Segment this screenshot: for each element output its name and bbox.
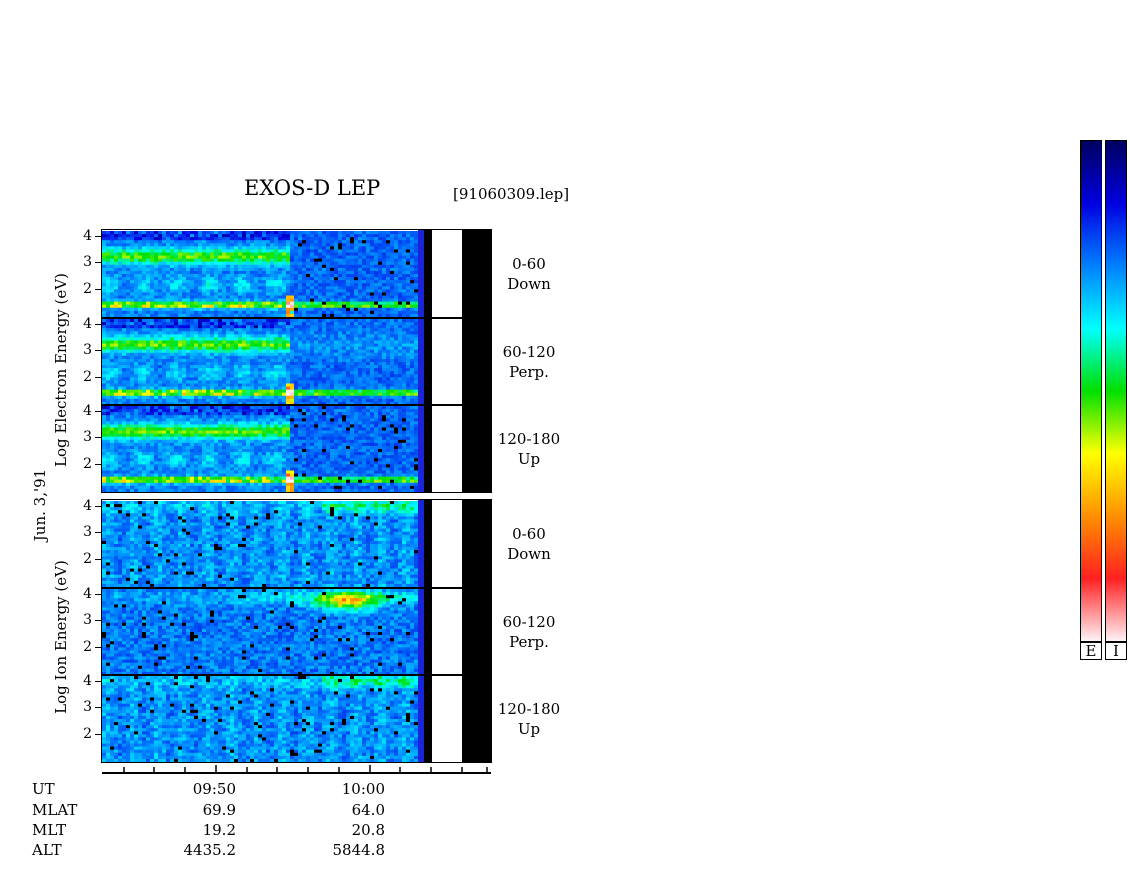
channel-pitch: 120-180 [497, 700, 561, 718]
alt-label: ALT [32, 841, 62, 859]
chart-title: EXOS-D LEP [244, 176, 381, 200]
electron-frame [101, 229, 492, 493]
mlat-value-2: 64.0 [351, 801, 385, 819]
channel-direction: Down [507, 275, 551, 293]
spectrogram-ion-5 [102, 676, 418, 762]
energy-tick-label: 3 [83, 699, 92, 715]
energy-tick-label: 4 [83, 586, 92, 602]
energy-tick-label: 2 [83, 726, 92, 742]
energy-tick-label: 3 [83, 254, 92, 270]
energy-tick-mark [95, 464, 102, 465]
ut-label: UT [32, 780, 55, 798]
spectrogram-ion-3 [102, 501, 418, 587]
channel-pitch: 60-120 [502, 343, 556, 361]
energy-tick-label: 4 [83, 228, 92, 244]
spectrogram-electron-0 [102, 231, 418, 317]
energy-tick-mark [95, 411, 102, 412]
panel-black-band-electron-left [424, 230, 432, 492]
energy-tick-mark [95, 647, 102, 648]
energy-tick-label: 3 [83, 612, 92, 628]
divider-e2 [101, 404, 492, 406]
channel-label-5: 120-180 Up [494, 699, 564, 739]
energy-tick-label: 2 [83, 639, 92, 655]
energy-tick-label: 3 [83, 524, 92, 540]
channel-direction: Down [507, 545, 551, 563]
panel-blue-edge-ion [418, 500, 424, 762]
energy-tick-label: 2 [83, 456, 92, 472]
energy-tick-mark [95, 532, 102, 533]
colorbar-label-e: E [1080, 642, 1102, 660]
electron-axis-label: Log Electron Energy (eV) [52, 273, 70, 467]
channel-direction: Up [517, 720, 541, 738]
ion-axis-label: Log Ion Energy (eV) [52, 560, 70, 714]
colorbar-electron [1080, 140, 1102, 642]
energy-tick-mark [95, 681, 102, 682]
energy-tick-label: 2 [83, 281, 92, 297]
mlt-value-1: 19.2 [202, 821, 236, 839]
channel-pitch: 120-180 [497, 430, 561, 448]
channel-direction: Perp. [509, 633, 549, 651]
energy-tick-mark [95, 262, 102, 263]
energy-tick-mark [95, 289, 102, 290]
energy-tick-label: 3 [83, 342, 92, 358]
energy-tick-mark [95, 236, 102, 237]
date-label: Jun. 3,'91 [31, 468, 49, 542]
mlat-label: MLAT [32, 801, 78, 819]
panel-black-band-ion-left [424, 500, 432, 762]
panel-black-band-ion-right [462, 500, 491, 762]
energy-tick-mark [95, 594, 102, 595]
panel-white-band-ion [432, 500, 462, 762]
energy-tick-label: 3 [83, 429, 92, 445]
ut-value-1: 09:50 [192, 780, 236, 798]
energy-tick-mark [95, 620, 102, 621]
energy-tick-mark [95, 350, 102, 351]
file-label: [91060309.lep] [453, 185, 570, 203]
energy-tick-label: 4 [83, 316, 92, 332]
energy-tick-label: 4 [83, 673, 92, 689]
mlt-label: MLT [32, 821, 67, 839]
colorbar-ion [1105, 140, 1127, 642]
energy-tick-label: 4 [83, 498, 92, 514]
spectrogram-ion-4 [102, 589, 418, 675]
spectrogram-electron-2 [102, 406, 418, 492]
channel-label-3: 0-60 Down [494, 524, 564, 564]
channel-direction: Perp. [509, 363, 549, 381]
energy-tick-label: 4 [83, 403, 92, 419]
divider-e1 [101, 317, 492, 319]
mlat-value-1: 69.9 [202, 801, 236, 819]
ion-frame [101, 499, 492, 763]
channel-pitch: 60-120 [502, 613, 556, 631]
channel-label-2: 120-180 Up [494, 429, 564, 469]
energy-tick-label: 2 [83, 551, 92, 567]
energy-tick-mark [95, 377, 102, 378]
energy-tick-mark [95, 437, 102, 438]
mlt-value-2: 20.8 [351, 821, 385, 839]
energy-tick-mark [95, 559, 102, 560]
divider-i2 [101, 674, 492, 676]
divider-i1 [101, 587, 492, 589]
channel-label-4: 60-120 Perp. [494, 612, 564, 652]
alt-value-1: 4435.2 [183, 841, 237, 859]
energy-tick-mark [95, 506, 102, 507]
channel-direction: Up [517, 450, 541, 468]
channel-pitch: 0-60 [512, 255, 546, 273]
energy-tick-mark [95, 324, 102, 325]
ut-value-2: 10:00 [341, 780, 385, 798]
energy-tick-mark [95, 707, 102, 708]
channel-label-0: 0-60 Down [494, 254, 564, 294]
panel-white-band-electron [432, 230, 462, 492]
energy-tick-mark [95, 734, 102, 735]
spectrogram-electron-1 [102, 319, 418, 405]
colorbar-label-i: I [1105, 642, 1127, 660]
energy-tick-label: 2 [83, 369, 92, 385]
channel-pitch: 0-60 [512, 525, 546, 543]
panel-black-band-electron-right [462, 230, 491, 492]
channel-label-1: 60-120 Perp. [494, 342, 564, 382]
panel-blue-edge-electron [418, 230, 424, 492]
alt-value-2: 5844.8 [332, 841, 386, 859]
